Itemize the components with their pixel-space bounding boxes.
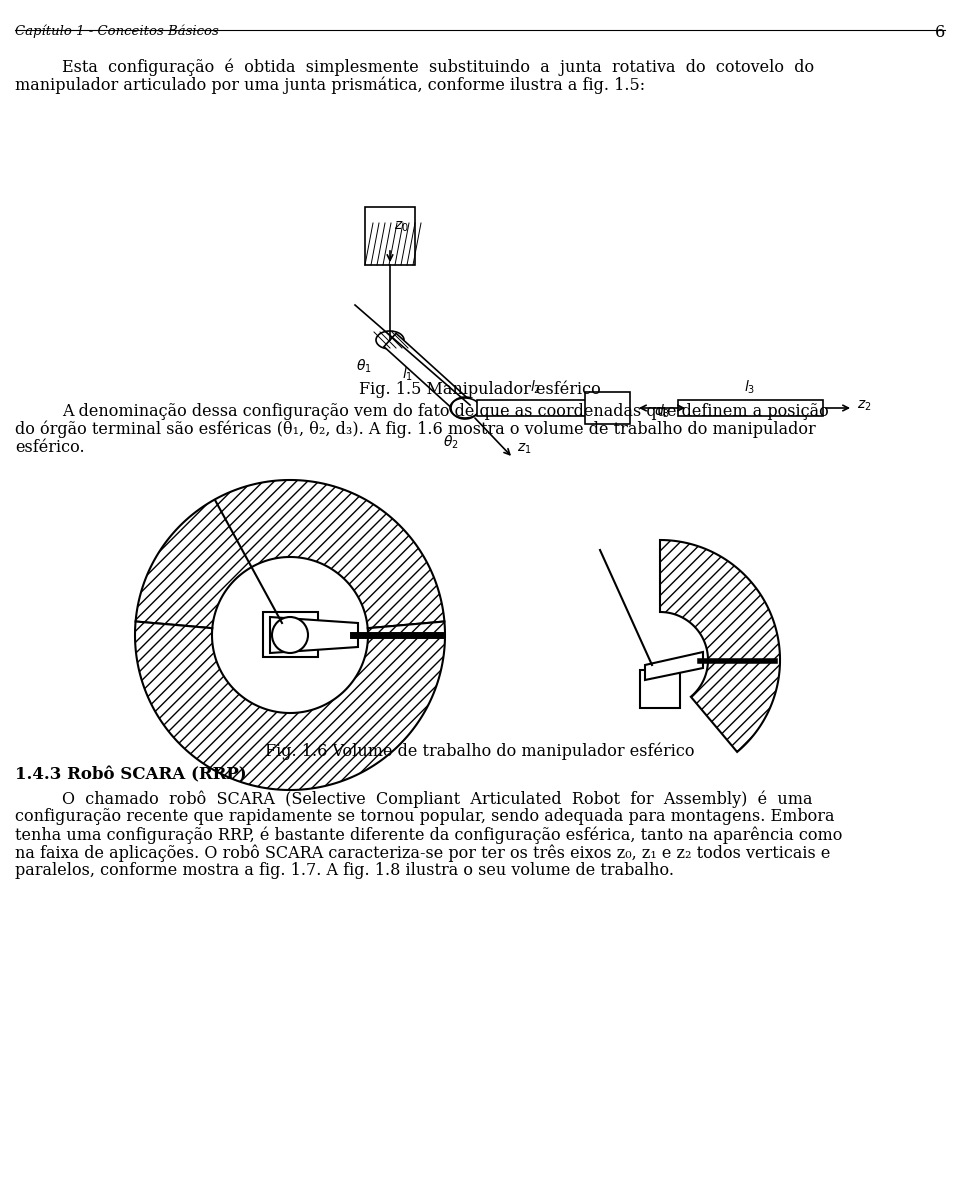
Text: $\theta_2$: $\theta_2$ — [444, 434, 459, 451]
Text: do órgão terminal são esféricas (θ₁, θ₂, d₃). A fig. 1.6 mostra o volume de trab: do órgão terminal são esféricas (θ₁, θ₂,… — [15, 420, 816, 438]
Text: $z_0$: $z_0$ — [394, 220, 409, 235]
Text: O  chamado  robô  SCARA  (Selective  Compliant  Articulated  Robot  for  Assembl: O chamado robô SCARA (Selective Complian… — [62, 790, 812, 807]
Circle shape — [272, 617, 308, 653]
Text: na faixa de aplicações. O robô SCARA caracteriza-se por ter os três eixos z₀, z₁: na faixa de aplicações. O robô SCARA car… — [15, 844, 830, 861]
Text: configuração recente que rapidamente se tornou popular, sendo adequada para mont: configuração recente que rapidamente se … — [15, 807, 834, 825]
FancyBboxPatch shape — [477, 400, 595, 416]
Text: 6: 6 — [935, 24, 945, 40]
Text: tenha uma configuração RRP, é bastante diferente da configuração esférica, tanto: tenha uma configuração RRP, é bastante d… — [15, 827, 842, 843]
Polygon shape — [135, 480, 444, 628]
FancyBboxPatch shape — [585, 392, 630, 424]
Text: esférico.: esférico. — [15, 439, 84, 456]
Text: A denominação dessa configuração vem do fato de que as coordenadas que definem a: A denominação dessa configuração vem do … — [62, 403, 828, 420]
Ellipse shape — [450, 398, 480, 418]
Text: Fig. 1.6 Volume de trabalho do manipulador esférico: Fig. 1.6 Volume de trabalho do manipulad… — [265, 742, 695, 760]
Text: $d_3$: $d_3$ — [654, 403, 670, 420]
Text: Esta  configuração  é  obtida  simplesmente  substituindo  a  junta  rotativa  d: Esta configuração é obtida simplesmente … — [62, 58, 814, 75]
FancyBboxPatch shape — [365, 207, 415, 266]
Text: Capítulo 1 - Conceitos Básicos: Capítulo 1 - Conceitos Básicos — [15, 24, 219, 37]
Text: $\theta_1$: $\theta_1$ — [356, 358, 372, 375]
Text: $l_3$: $l_3$ — [744, 379, 756, 395]
Text: $z_2$: $z_2$ — [857, 399, 872, 413]
Polygon shape — [645, 651, 703, 680]
FancyBboxPatch shape — [640, 671, 680, 707]
FancyBboxPatch shape — [678, 400, 823, 416]
Text: $l_2$: $l_2$ — [531, 379, 541, 395]
FancyBboxPatch shape — [263, 612, 318, 657]
Text: Fig. 1.5 Manipulador esférico: Fig. 1.5 Manipulador esférico — [359, 380, 601, 398]
Polygon shape — [384, 333, 471, 414]
Ellipse shape — [376, 331, 404, 349]
Text: 1.4.3 Robô SCARA (RRP): 1.4.3 Robô SCARA (RRP) — [15, 766, 247, 782]
Text: manipulador articulado por uma junta prismática, conforme ilustra a fig. 1.5:: manipulador articulado por uma junta pri… — [15, 76, 645, 94]
Polygon shape — [135, 622, 445, 790]
Polygon shape — [660, 540, 780, 752]
Text: $z_1$: $z_1$ — [517, 442, 532, 456]
Text: paralelos, conforme mostra a fig. 1.7. A fig. 1.8 ilustra o seu volume de trabal: paralelos, conforme mostra a fig. 1.7. A… — [15, 862, 674, 879]
Polygon shape — [270, 617, 358, 653]
Text: $l_1$: $l_1$ — [402, 366, 414, 382]
